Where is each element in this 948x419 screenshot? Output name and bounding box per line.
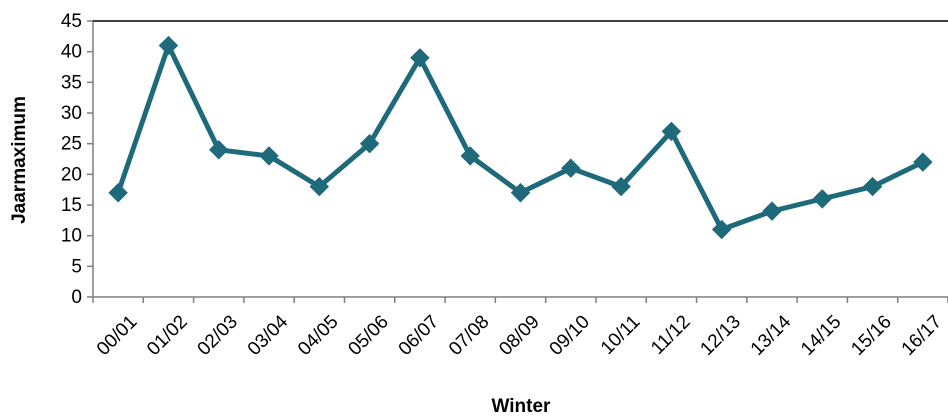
y-tick-label: 5: [71, 256, 82, 277]
data-point: [661, 121, 682, 142]
data-point: [108, 183, 128, 203]
data-point: [611, 176, 631, 197]
data-point: [510, 183, 531, 203]
data-point: [812, 189, 832, 209]
data-point: [460, 146, 480, 166]
x-tick-label: 05/06: [344, 311, 392, 359]
x-tick-label: 00/01: [93, 311, 141, 359]
y-axis-title: Jaarmaximum: [9, 96, 30, 224]
x-tick-label: 12/13: [696, 311, 744, 359]
x-axis-title: Winter: [492, 396, 552, 417]
x-tick-label: 08/09: [495, 311, 543, 359]
data-point: [259, 146, 279, 166]
x-tick-label: 06/07: [395, 311, 443, 359]
y-tick-label: 40: [61, 42, 82, 63]
y-tick-label: 15: [61, 195, 82, 216]
data-point: [862, 176, 883, 197]
x-tick-label: 04/05: [294, 311, 342, 359]
y-tick-label: 35: [61, 72, 82, 93]
data-point: [913, 152, 933, 172]
x-tick-label: 14/15: [797, 311, 845, 359]
y-tick-label: 45: [61, 11, 82, 32]
x-tick-label: 11/12: [647, 311, 694, 358]
x-tick-label: 01/02: [143, 311, 191, 359]
y-tick-label: 0: [71, 287, 82, 308]
x-tick-label: 15/16: [847, 311, 895, 359]
data-point: [309, 176, 330, 197]
x-tick-label: 03/04: [244, 311, 293, 360]
data-point: [209, 140, 229, 160]
y-tick-label: 10: [61, 226, 82, 247]
data-point: [359, 133, 380, 154]
x-tick-label: 07/08: [445, 311, 493, 359]
y-tick-label: 30: [61, 103, 82, 124]
x-tick-label: 16/17: [898, 311, 946, 359]
y-tick-label: 20: [61, 164, 82, 185]
data-point: [158, 35, 179, 56]
x-tick-label: 13/14: [747, 311, 796, 360]
y-axis: 0 5 10 15 20 25 30 35 40 45: [61, 11, 948, 308]
y-tick-label: 25: [61, 134, 82, 155]
data-point: [410, 48, 430, 68]
data-point: [762, 201, 782, 221]
data-point: [561, 158, 581, 178]
x-tick-label: 09/10: [546, 311, 594, 359]
x-tick-label: 02/03: [194, 311, 242, 359]
data-point: [711, 219, 732, 240]
x-tick-label: 10/11: [597, 311, 644, 358]
series-markers: [108, 35, 933, 240]
x-axis: 00/01 01/02 02/03 03/04 04/05 05/06 06/07 07/08…: [92, 296, 948, 360]
